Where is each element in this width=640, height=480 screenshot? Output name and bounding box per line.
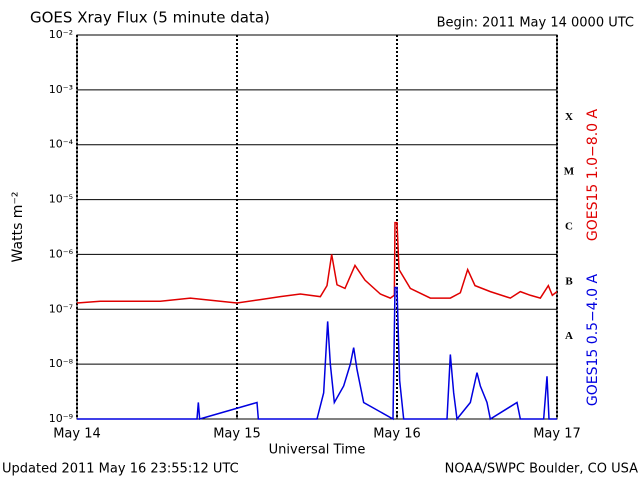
- y-tick-label: 10⁻⁵: [49, 193, 73, 206]
- chart-subtitle: Begin: 2011 May 14 0000 UTC: [437, 16, 634, 31]
- flare-class-label: X: [565, 111, 573, 123]
- x-tick-label: May 16: [373, 427, 421, 442]
- flare-class-label: C: [565, 221, 573, 233]
- y-tick-label: 10⁻⁹: [49, 412, 73, 425]
- y-tick-label: 10⁻³: [49, 83, 73, 96]
- y-axis-label: Watts m⁻²: [10, 192, 26, 263]
- x-tick-label: May 17: [533, 427, 581, 442]
- series-line: [77, 286, 557, 421]
- footer-updated: Updated 2011 May 16 23:55:12 UTC: [2, 462, 239, 477]
- legend-label: GOES15 1.0−8.0 A: [585, 109, 601, 242]
- flare-class-label: B: [565, 275, 573, 287]
- y-tick-label: 10⁻⁸: [49, 357, 74, 370]
- x-tick-label: May 14: [53, 427, 101, 442]
- y-tick-label: 10⁻²: [49, 28, 73, 41]
- y-tick-label: 10⁻⁷: [49, 302, 73, 315]
- plot-frame: [76, 34, 558, 420]
- chart-title: GOES Xray Flux (5 minute data): [30, 9, 270, 27]
- flare-class-label: M: [564, 166, 575, 178]
- y-tick-label: 10⁻⁶: [49, 247, 74, 260]
- flare-class-label: A: [565, 330, 573, 342]
- y-tick-label: 10⁻⁴: [49, 138, 74, 151]
- legend-label: GOES15 0.5−4.0 A: [585, 274, 601, 407]
- x-tick-label: May 15: [213, 427, 261, 442]
- series-line: [76, 221, 558, 304]
- footer-source: NOAA/SWPC Boulder, CO USA: [445, 462, 638, 477]
- x-axis-label: Universal Time: [269, 443, 366, 458]
